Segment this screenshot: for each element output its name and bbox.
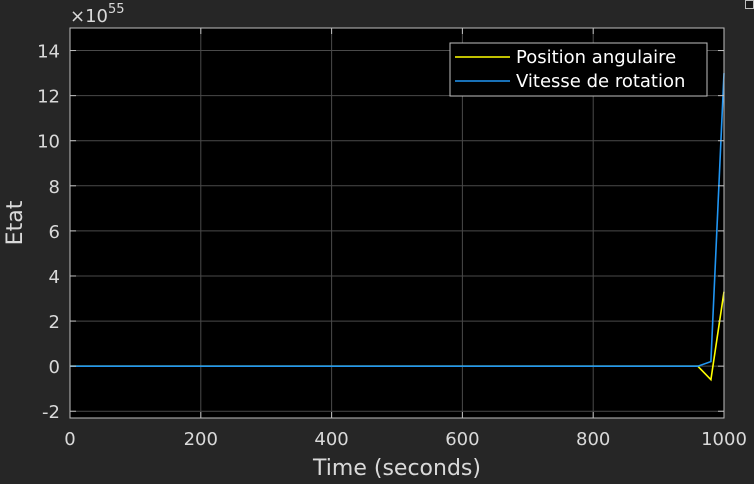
- x-tick-label: 1000: [701, 429, 747, 450]
- legend: Position angulaire Vitesse de rotation: [449, 42, 708, 97]
- y-tick-label: 4: [49, 267, 60, 288]
- x-tick-label: 800: [576, 429, 610, 450]
- x-tick-label: 200: [184, 429, 218, 450]
- y-tick-label: -2: [42, 402, 60, 423]
- y-tick-label: 12: [37, 87, 60, 108]
- legend-box: [449, 42, 708, 97]
- legend-entry-label: Vitesse de rotation: [516, 71, 685, 92]
- y-tick-label: 14: [37, 42, 60, 63]
- y-tick-label: 6: [49, 222, 60, 243]
- y-axis-label: Etat: [3, 200, 28, 245]
- legend-entry-label: Position angulaire: [516, 47, 676, 68]
- x-tick-label: 400: [314, 429, 348, 450]
- plot-frame: [69, 27, 725, 419]
- y-tick-label: 8: [49, 177, 60, 198]
- x-tick-label: 0: [64, 429, 75, 450]
- series-layer: [70, 73, 725, 382]
- y-tick-label: 0: [49, 357, 60, 378]
- y-exponent-power: 55: [108, 2, 125, 17]
- x-tick-label: 600: [445, 429, 479, 450]
- series-line: [70, 73, 725, 368]
- y-exponent-label: ×1055: [70, 2, 125, 27]
- y-tick-label: 2: [49, 312, 60, 333]
- expand-icon[interactable]: [745, 0, 754, 9]
- y-tick-label: 10: [37, 132, 60, 153]
- x-axis-label: Time (seconds): [312, 456, 481, 481]
